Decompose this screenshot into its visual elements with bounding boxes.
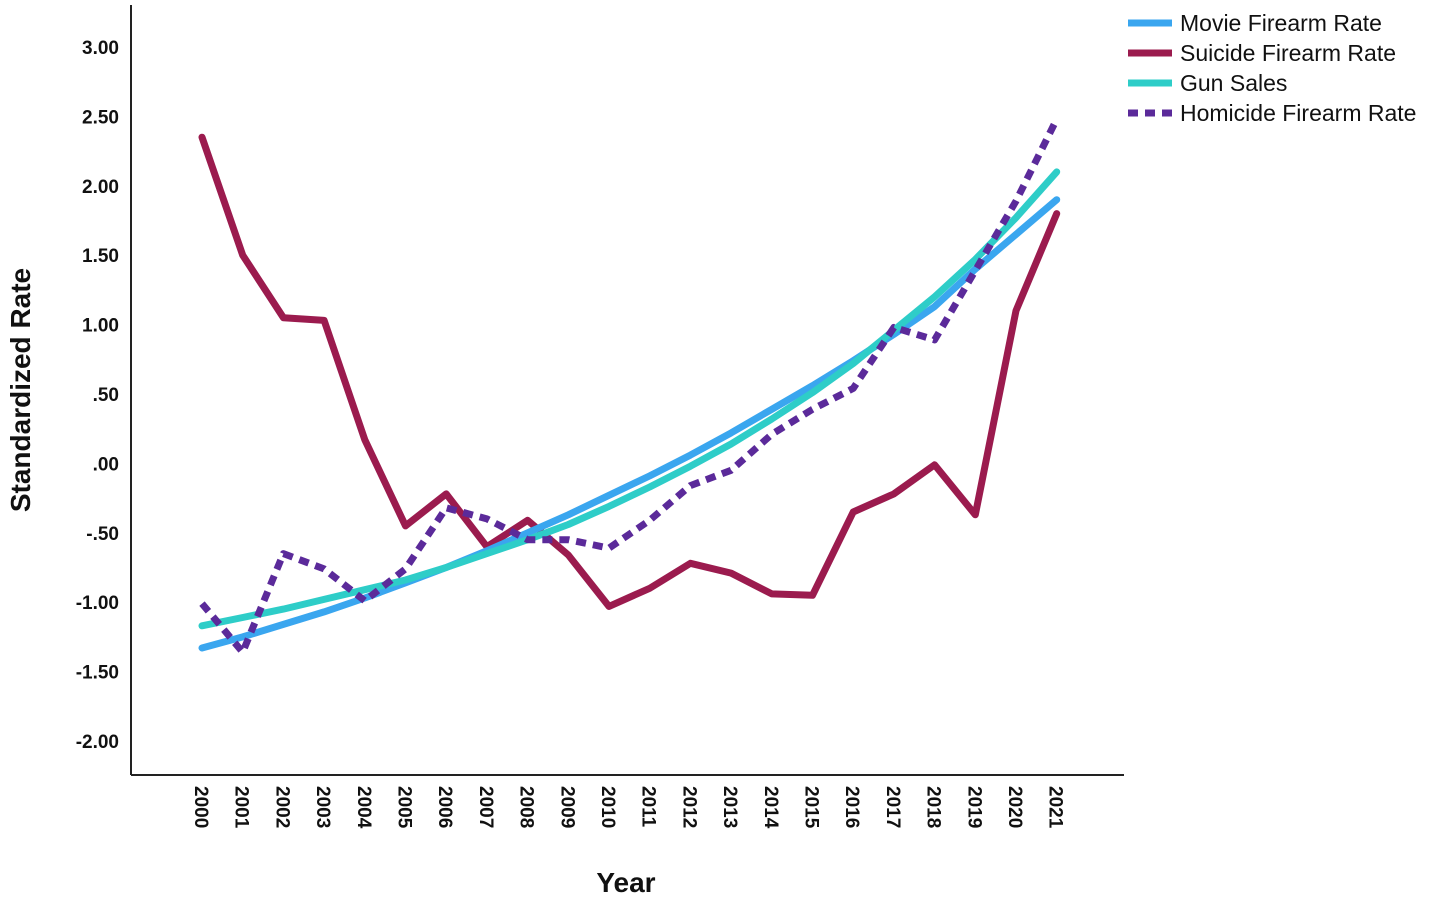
legend-label: Gun Sales [1180, 70, 1287, 96]
x-tick-label: 2002 [271, 786, 292, 828]
y-tick-label: .50 [93, 385, 119, 406]
series-line-suicide-firearm-rate [198, 133, 1061, 610]
x-tick-label: 2003 [312, 786, 333, 828]
x-tick-label: 2010 [597, 786, 618, 828]
x-tick-label: 2012 [678, 786, 699, 828]
x-tick-label: 2005 [394, 786, 415, 829]
series-line-gun-sales [198, 168, 1061, 630]
x-tick-label: 2020 [1004, 786, 1025, 828]
x-tick-label: 2019 [963, 786, 984, 828]
x-tick-label: 2004 [353, 786, 374, 829]
x-tick-label: 2015 [801, 786, 822, 829]
legend-label: Homicide Firearm Rate [1180, 100, 1416, 126]
x-tick-label: 2011 [638, 786, 659, 828]
legend-label: Movie Firearm Rate [1180, 10, 1382, 36]
y-axis-title: Standardized Rate [5, 268, 36, 512]
x-tick-label: 2017 [882, 786, 903, 828]
x-tick-label: 2018 [923, 786, 944, 828]
x-tick-label: 2007 [475, 786, 496, 828]
legend: Movie Firearm Rate Suicide Firearm Rate Gu… [1128, 10, 1416, 126]
x-tick-label: 2000 [190, 786, 211, 828]
x-tick-label: 2001 [231, 786, 252, 829]
axes [130, 5, 1124, 776]
y-tick-label: -1.50 [76, 663, 119, 684]
y-tick-label: -2.00 [76, 732, 119, 753]
x-tick-labels: 2000 2001 2002 2003 2004 2005 2006 2007 2008 2009… [190, 786, 1066, 829]
x-tick-label: 2009 [556, 786, 577, 828]
series-line-movie-firearm-rate [198, 196, 1061, 652]
y-tick-label: .00 [93, 454, 119, 475]
x-tick-label: 2014 [760, 786, 781, 829]
y-tick-label: 1.50 [82, 246, 119, 267]
y-tick-label: -.50 [86, 524, 119, 545]
series-lines [198, 117, 1061, 656]
y-tick-label: 3.00 [82, 38, 119, 59]
y-tick-labels: 3.00 2.50 2.00 1.50 1.00 .50 .00 -.50 -1.00 -1.50… [76, 38, 119, 753]
x-tick-label: 2008 [516, 786, 537, 828]
y-tick-label: -1.00 [76, 593, 119, 614]
series-line-homicide-firearm-rate [199, 117, 1060, 656]
x-tick-label: 2021 [1045, 786, 1066, 829]
y-tick-label: 2.50 [82, 107, 119, 128]
legend-label: Suicide Firearm Rate [1180, 40, 1396, 66]
x-tick-label: 2006 [434, 786, 455, 828]
x-tick-label: 2013 [719, 786, 740, 828]
x-tick-label: 2016 [841, 786, 862, 828]
y-tick-label: 1.00 [82, 316, 119, 337]
x-axis-title: Year [596, 867, 655, 898]
y-tick-label: 2.00 [82, 177, 119, 198]
